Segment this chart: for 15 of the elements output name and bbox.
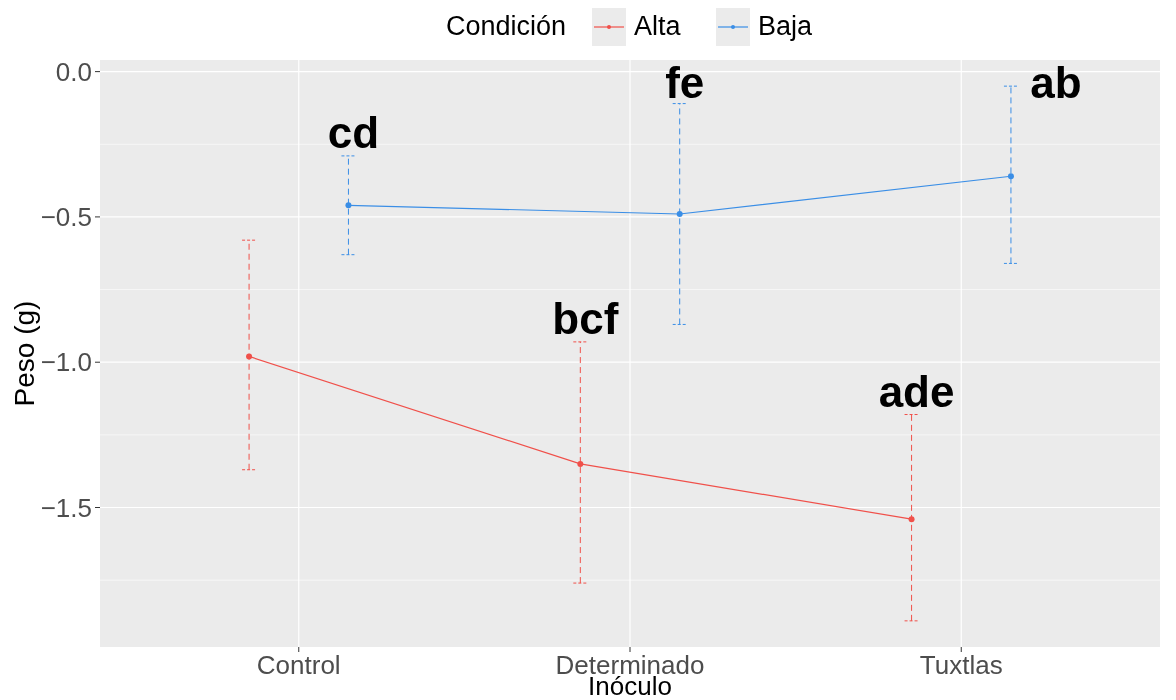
annotation: bcf <box>552 293 619 343</box>
legend-label: Alta <box>634 11 682 41</box>
x-tick-label: Tuxtlas <box>919 650 1003 680</box>
y-tick-label: −1.0 <box>40 347 92 378</box>
y-axis-title: Peso (g) <box>9 300 40 407</box>
annotation: fe <box>665 58 705 107</box>
annotation: ade <box>878 366 955 416</box>
y-tick-label: −1.5 <box>40 492 92 523</box>
legend-label: Baja <box>758 11 814 41</box>
y-tick-label: 0.0 <box>55 56 92 87</box>
legend-title: Condición <box>446 11 567 41</box>
x-tick-label: Control <box>256 650 341 680</box>
y-tick-label: −0.5 <box>40 202 92 233</box>
annotation: cd <box>327 107 380 157</box>
annotation: ab <box>1030 58 1082 107</box>
